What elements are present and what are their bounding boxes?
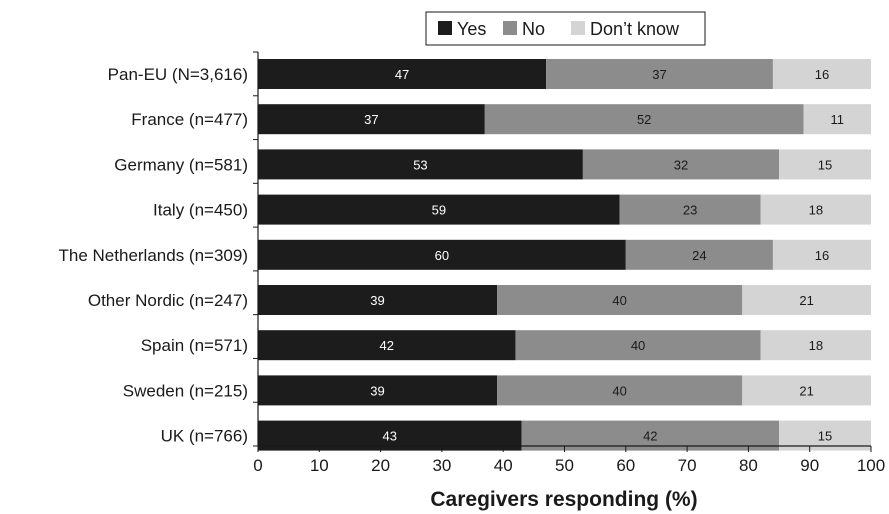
legend-swatch [438,21,452,35]
bar-segment-yes [258,285,498,315]
bar-segment-don-t-know [779,149,871,180]
x-tick-label: 40 [494,456,513,475]
data-label: 21 [799,383,813,398]
bar-segment-don-t-know [803,104,871,135]
bar-segment-no [582,149,780,180]
data-label: 18 [809,338,823,353]
bar-segment-don-t-know [772,59,871,89]
data-label: 15 [818,429,832,444]
data-label: 40 [612,383,626,398]
category-label: UK (n=766) [161,427,248,446]
data-label: 42 [643,429,657,444]
legend-entry: Don’t know [590,19,680,39]
data-label: 39 [370,383,384,398]
category-label: Italy (n=450) [153,201,248,220]
bar-segment-don-t-know [742,285,871,315]
x-tick-label: 90 [800,456,819,475]
data-label: 43 [383,429,397,444]
data-label: 47 [395,67,409,82]
data-label: 16 [815,248,829,263]
x-tick-label: 0 [253,456,262,475]
legend-swatch [571,21,585,35]
legend-box [425,11,706,46]
bar-segment-no [497,285,743,315]
data-label: 59 [432,203,446,218]
x-tick-label: 20 [371,456,390,475]
category-label: France (n=477) [131,110,248,129]
bar-segment-yes [258,59,547,89]
bar-segment-yes [258,375,498,406]
category-label: The Netherlands (n=309) [59,246,248,265]
bar-segment-don-t-know [772,239,871,270]
bar-segment-don-t-know [760,330,871,361]
data-label: 21 [799,293,813,308]
data-label: 42 [379,338,393,353]
category-label: Pan-EU (N=3,616) [108,65,248,84]
data-label: 52 [637,112,651,127]
axes: Pan-EU (N=3,616) France (n=477) Germany (n… [59,51,885,475]
bar-segment-no [484,104,804,135]
data-label: 23 [683,203,697,218]
x-tick-label: 100 [857,456,885,475]
category-label: Other Nordic (n=247) [88,291,248,310]
bar-segment-yes [258,330,516,361]
data-label: 40 [631,338,645,353]
data-label: 53 [413,157,427,172]
legend-entry: No [522,19,545,39]
bar-segment-no [515,330,761,361]
data-label: 37 [364,112,378,127]
x-tick-label: 80 [739,456,758,475]
data-label: 16 [815,67,829,82]
x-tick-label: 50 [555,456,574,475]
bar-segment-yes [258,239,626,270]
x-tick-label: 60 [616,456,635,475]
legend-swatch [503,21,517,35]
data-label: 18 [809,203,823,218]
bar-segment-yes [258,149,583,180]
x-tick-label: 30 [432,456,451,475]
category-label: Spain (n=571) [141,336,248,355]
bar-segment-yes [258,104,485,135]
data-label: 32 [674,157,688,172]
data-label: 37 [652,67,666,82]
bar-segment-no [625,239,773,270]
x-tick-label: 10 [310,456,329,475]
data-label: 40 [612,293,626,308]
bar-segment-no [497,375,743,406]
data-label: 24 [692,248,706,263]
bar-segment-don-t-know [742,375,871,406]
category-label: Sweden (n=215) [123,381,248,400]
bar-segment-don-t-know [760,194,871,225]
bar-segment-no [546,59,773,89]
data-label: 39 [370,293,384,308]
data-label: 15 [818,157,832,172]
data-label: 11 [831,112,845,127]
legend: Yes No Don’t know [425,11,706,46]
category-label: Germany (n=581) [114,155,248,174]
bar-segment-no [619,194,761,225]
bars: 47 37 16 37 52 11 53 32 15 59 23 18 60 24 16 39 40 21 42 40… [258,59,871,451]
legend-entry: Yes [457,19,486,39]
data-label: 60 [435,248,449,263]
bar-segment-yes [258,194,620,225]
x-axis-label: Caregivers responding (%) [430,488,697,511]
x-tick-label: 70 [678,456,697,475]
